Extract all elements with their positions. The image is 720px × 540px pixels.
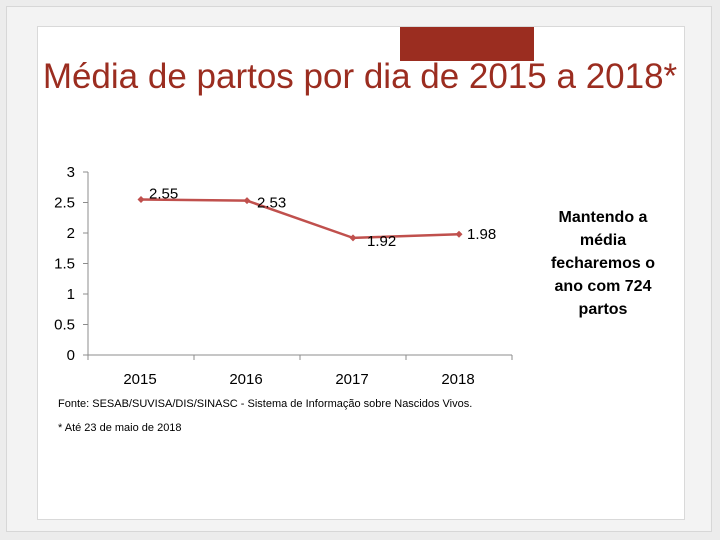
source-note: Fonte: SESAB/SUVISA/DIS/SINASC - Sistema… [58,398,473,410]
y-tick-label: 1.5 [54,256,75,273]
y-tick-label: 0 [67,347,75,364]
side-note: Mantendo a média fecharemos o ano com 72… [550,209,656,318]
data-label: 1.92 [367,233,396,250]
slide-frame [37,26,685,520]
data-label: 1.98 [467,226,496,243]
accent-bar [400,27,534,61]
data-label: 2.55 [149,185,178,202]
data-label: 2.53 [257,195,286,212]
y-tick-label: 2.5 [54,195,75,212]
y-tick-label: 2 [67,225,75,242]
y-tick-label: 1 [67,286,75,303]
slide-title: Média de partos por dia de 2015 a 2018* [42,57,678,96]
data-point [455,230,463,238]
x-tick-label: 2017 [335,371,368,388]
footnote: * Até 23 de maio de 2018 [58,422,182,434]
data-point [243,197,251,205]
y-tick-label: 0.5 [54,317,75,334]
x-tick-label: 2015 [123,371,156,388]
data-point [349,234,357,242]
series-line [140,198,460,240]
x-tick-label: 2016 [229,371,262,388]
y-tick-label: 3 [67,164,75,181]
x-tick-label: 2018 [441,371,474,388]
data-point [137,195,145,203]
